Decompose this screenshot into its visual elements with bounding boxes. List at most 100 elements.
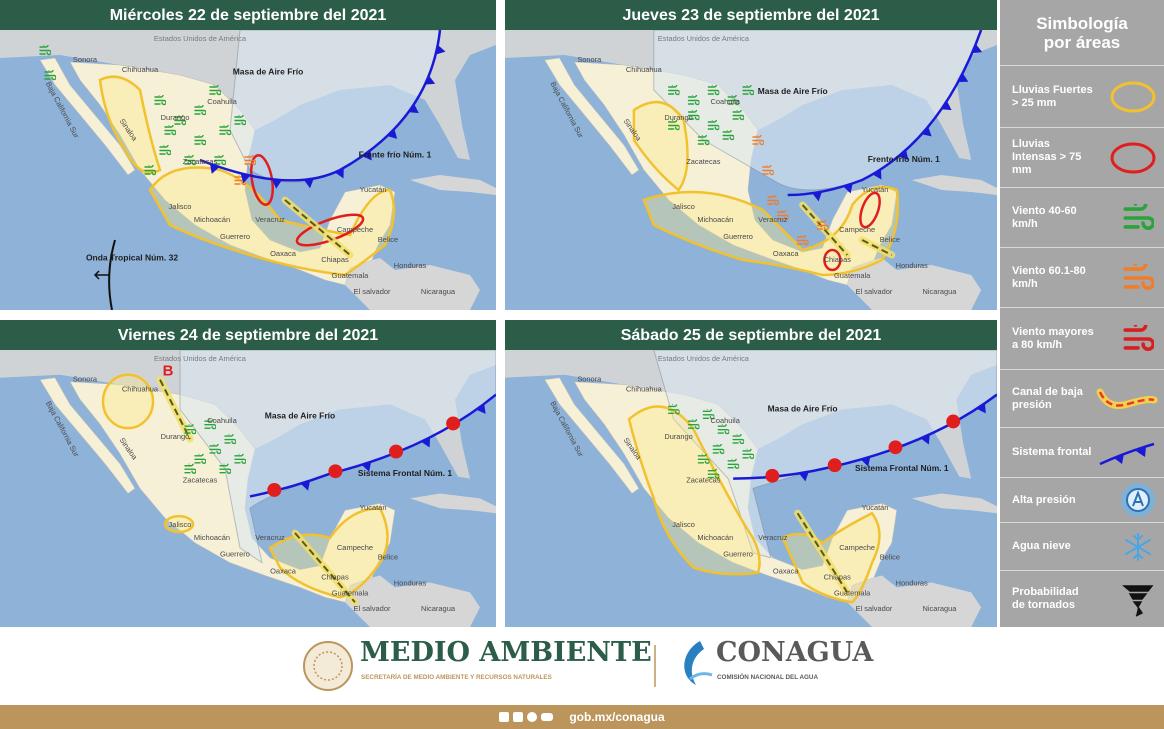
trough-line: [294, 532, 356, 603]
front-tooth: [921, 126, 932, 137]
maps: Miércoles 22 de septiembre del 2021 Estad…: [0, 0, 997, 627]
place-label: Chihuahua: [626, 65, 663, 74]
place-label: Sonora: [577, 55, 602, 64]
rain-area: [268, 507, 389, 599]
system-label: B: [163, 364, 174, 380]
legend-item: Lluvias Fuertes > 25 mm: [1000, 65, 1164, 127]
legend-label: Sistema frontal: [1012, 446, 1092, 458]
panel-header: [505, 0, 997, 30]
trough-line: [861, 239, 893, 256]
social-icon: [541, 713, 554, 721]
legend-icon: [1099, 442, 1155, 465]
legend-item: Viento 40-60 km/h: [1000, 187, 1164, 247]
front-tooth: [920, 434, 930, 445]
front-tooth: [362, 150, 372, 161]
front-tooth: [424, 75, 436, 85]
legend-label: Canal de baja presión: [1012, 385, 1083, 411]
place-label: Sonora: [73, 375, 98, 384]
social-icon: [527, 712, 538, 722]
legend-label: Lluvias Fuertes > 25 mm: [1012, 83, 1093, 109]
place-label: Estados Unidos de América: [658, 34, 750, 43]
system-label: Sistema Frontal Núm. 1: [855, 463, 949, 473]
place-label: Chiapas: [321, 255, 349, 264]
front-tooth: [210, 163, 220, 174]
front-tooth: [408, 103, 419, 114]
heavy-rain-area: [859, 191, 881, 229]
place-label: Veracruz: [255, 533, 285, 542]
place-label: Guatemala: [332, 271, 370, 280]
legend-label: Lluvias Intensas > 75 mm: [1012, 138, 1082, 176]
legend-item: Probabilidad de tornados: [1000, 570, 1164, 627]
footer: MEDIO AMBIENTE SECRETARÍA DE MEDIO AMBIE…: [0, 627, 1164, 705]
front-tooth: [421, 437, 431, 448]
map: Estados Unidos de América Sonora Chihuahua…: [505, 350, 997, 627]
warm-front-marker: [888, 440, 903, 455]
footer-logos: MEDIO AMBIENTE SECRETARÍA DE MEDIO AMBIE…: [303, 637, 874, 691]
rain-ellipse: [1110, 81, 1156, 112]
place-label: Zacatecas: [183, 476, 218, 485]
front-line: [1099, 442, 1155, 465]
legend-item: Lluvias Intensas > 75 mm: [1000, 127, 1164, 187]
place-label: Belice: [880, 553, 900, 562]
agency-sub: COMISIÓN NACIONAL DEL AGUA: [717, 672, 818, 681]
rain-area: [632, 100, 689, 192]
place-label: Michoacán: [194, 215, 230, 224]
place-label: Estados Unidos de América: [154, 34, 247, 43]
place-label: Durango: [161, 432, 190, 441]
legend-item: Sistema frontal: [1000, 427, 1164, 477]
rain-area: [781, 511, 881, 604]
legend-label: Viento mayores a 80 km/h: [1012, 325, 1094, 351]
place-label: Yucatán: [359, 185, 386, 194]
place-label: Veracruz: [758, 533, 788, 542]
agency-name: CONAGUA: [716, 637, 874, 668]
high-glyph: [1132, 490, 1144, 507]
panel-title: Sábado 25 de septiembre del 2021: [621, 327, 882, 344]
warm-front-marker: [389, 444, 404, 459]
legend-icon: [1123, 324, 1154, 351]
social-icon: [513, 712, 524, 722]
place-label: Belice: [378, 553, 398, 562]
place-label: Jalisco: [672, 202, 695, 211]
conagua-icon: [684, 641, 704, 685]
place-label: Michoacán: [194, 533, 230, 542]
place-label: Jalisco: [169, 520, 192, 529]
place-label: Zacatecas: [686, 157, 721, 166]
trough-line: [801, 204, 848, 256]
conagua-wave: [689, 672, 713, 681]
url: gob.mx/conagua: [569, 710, 665, 724]
legend-title: Simbología por áreas: [1036, 13, 1128, 52]
legend-icon: [1096, 388, 1158, 409]
trough-line: [284, 199, 351, 256]
legend-item: Viento mayores a 80 km/h: [1000, 307, 1164, 369]
place-label: Honduras: [394, 578, 427, 587]
place-label: Chihuahua: [122, 385, 159, 394]
tropical-wave-arrow: [93, 270, 110, 280]
place-label: Michoacán: [697, 215, 733, 224]
front-tooth: [958, 73, 969, 82]
system-label: Masa de Aire Frío: [233, 66, 304, 76]
place-label: El salvador: [354, 604, 392, 613]
warm-front-marker: [328, 464, 343, 479]
legend: Simbología por áreas Lluvias Fuertes > 2…: [1000, 0, 1164, 627]
place-label: Oaxaca: [773, 567, 799, 576]
system-label: Masa de Aire Frío: [265, 411, 335, 421]
place-label: Campeche: [839, 225, 875, 234]
front-tooth: [941, 100, 952, 111]
front-tooth: [361, 461, 372, 472]
place-label: Chihuahua: [122, 65, 159, 74]
system-label: Masa de Aire Frío: [768, 404, 838, 414]
legend-icon: [1122, 585, 1154, 617]
place-label: Zacatecas: [686, 476, 721, 485]
front-teeth: [1114, 446, 1146, 464]
front-tooth: [334, 167, 344, 179]
place-label: Chiapas: [824, 572, 852, 581]
place-label: Guerrero: [723, 550, 753, 559]
place-label: Chiapas: [321, 573, 349, 582]
front-tooth: [872, 169, 882, 180]
system-label: Sistema Frontal Núm. 1: [358, 468, 453, 478]
front-tooth: [387, 128, 398, 139]
legend-label: Alta presión: [1012, 493, 1076, 506]
legend-icon: [1123, 263, 1154, 290]
front-tooth: [976, 403, 986, 414]
